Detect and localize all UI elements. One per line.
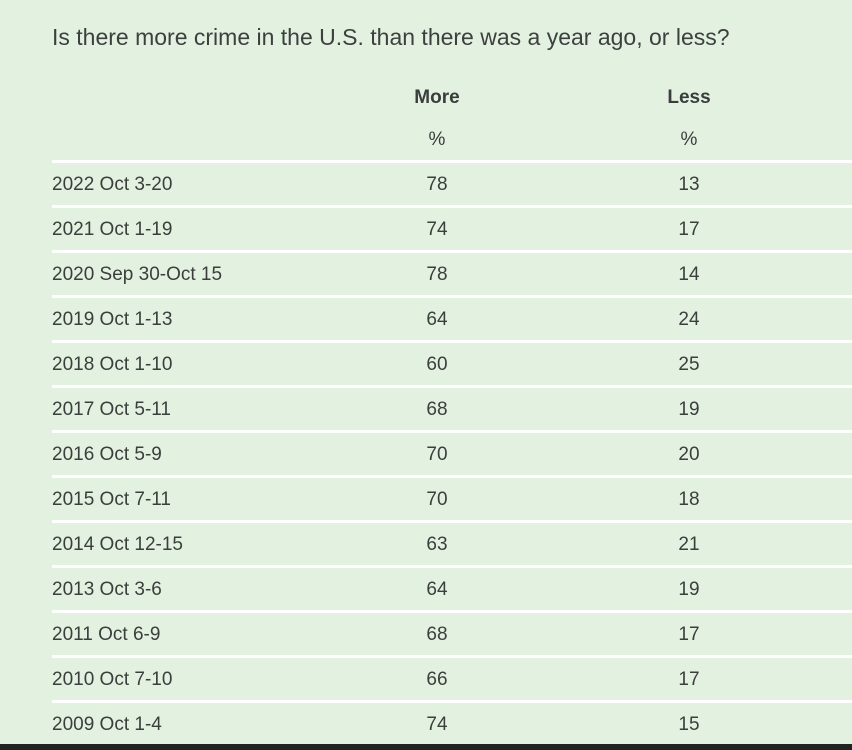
row-divider [52,610,852,613]
row-more-value: 74 [426,219,448,240]
row-divider [52,295,852,298]
row-less-value: 19 [678,579,700,600]
column-header-more: More [414,87,460,108]
row-more-value: 70 [426,444,448,465]
row-less-value: 19 [678,399,700,420]
row-more-value: 68 [426,624,448,645]
row-less-value: 20 [678,444,700,465]
row-divider [52,385,852,388]
row-date-label: 2019 Oct 1-13 [52,309,173,330]
row-date-label: 2022 Oct 3-20 [52,174,173,195]
row-date-label: 2011 Oct 6-9 [52,624,161,645]
row-less-value: 17 [678,219,700,240]
row-more-value: 63 [426,534,448,555]
row-divider [52,430,852,433]
row-less-value: 17 [678,624,700,645]
row-more-value: 66 [426,669,448,690]
row-divider [52,340,852,343]
row-less-value: 15 [678,714,700,735]
question-title: Is there more crime in the U.S. than the… [52,24,730,50]
row-date-label: 2015 Oct 7-11 [52,489,172,510]
row-less-value: 18 [678,489,700,510]
row-more-value: 64 [426,309,448,330]
row-divider [52,475,852,478]
row-divider [52,700,852,703]
row-more-value: 60 [426,354,448,375]
row-less-value: 17 [678,669,700,690]
row-date-label: 2016 Oct 5-9 [52,444,162,465]
row-less-value: 13 [678,174,700,195]
row-more-value: 68 [426,399,448,420]
row-divider [52,205,852,208]
row-divider [52,520,852,523]
row-less-value: 25 [678,354,700,375]
row-date-label: 2013 Oct 3-6 [52,579,162,600]
row-date-label: 2017 Oct 5-11 [52,399,172,420]
row-more-value: 74 [426,714,448,735]
row-date-label: 2021 Oct 1-19 [52,219,173,240]
column-unit-more: % [428,129,446,150]
row-divider [52,250,852,253]
row-date-label: 2020 Sep 30-Oct 15 [52,264,223,285]
row-date-label: 2018 Oct 1-10 [52,354,173,375]
row-divider [52,160,852,163]
row-less-value: 21 [678,534,700,555]
row-divider [52,565,852,568]
column-unit-less: % [680,129,698,150]
row-less-value: 14 [678,264,700,285]
row-date-label: 2009 Oct 1-4 [52,714,162,735]
row-date-label: 2014 Oct 12-15 [52,534,183,555]
row-more-value: 70 [426,489,448,510]
column-header-less: Less [667,87,711,108]
row-more-value: 64 [426,579,448,600]
row-less-value: 24 [678,309,700,330]
row-more-value: 78 [426,264,448,285]
bottom-border [0,744,852,750]
row-date-label: 2010 Oct 7-10 [52,669,173,690]
row-divider [52,655,852,658]
row-more-value: 78 [426,174,448,195]
